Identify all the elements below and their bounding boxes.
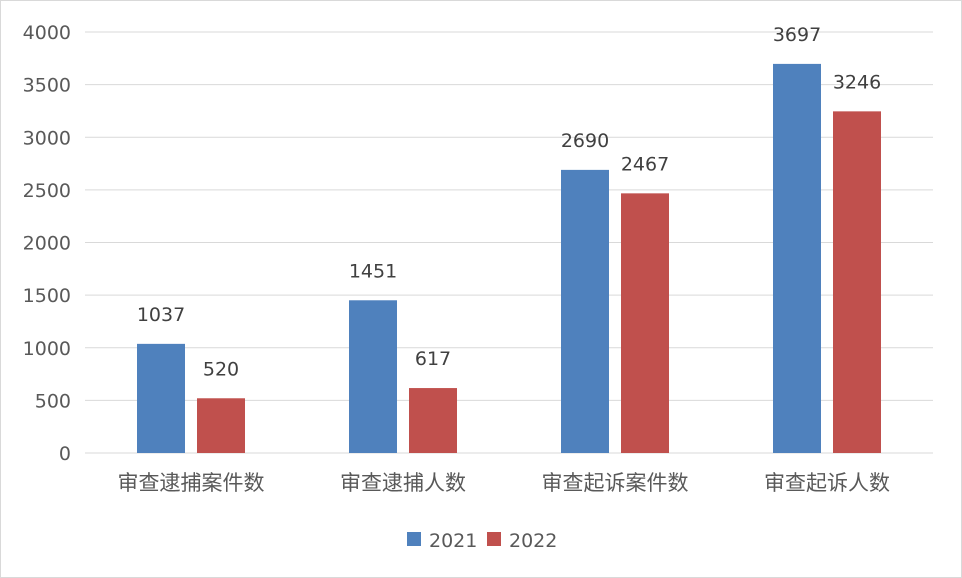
bar-2022-2 xyxy=(409,388,457,453)
y-tick-label: 500 xyxy=(35,390,71,412)
legend-label: 2021 xyxy=(429,530,477,552)
data-label: 3697 xyxy=(773,24,821,46)
data-labels: 1037 520 1451 617 2690 2467 3697 3246 xyxy=(137,24,881,380)
legend-swatch-2022 xyxy=(487,532,501,546)
legend-swatch-2021 xyxy=(407,532,421,546)
bar-2022-4 xyxy=(833,111,881,454)
y-tick-label: 1000 xyxy=(23,338,71,360)
legend: 2021 2022 xyxy=(407,530,557,552)
bar-2021-4 xyxy=(773,63,821,454)
bar-2022-3 xyxy=(621,193,669,453)
data-label: 2690 xyxy=(561,130,609,152)
data-label: 1451 xyxy=(349,260,397,282)
y-tick-label: 2000 xyxy=(23,233,71,255)
data-label: 1037 xyxy=(137,304,185,326)
x-category-label: 审查逮捕人数 xyxy=(340,471,466,495)
y-tick-label: 1500 xyxy=(23,285,71,307)
bar-2021-1 xyxy=(137,343,185,453)
legend-label: 2022 xyxy=(509,530,557,552)
y-axis-ticks: 0 500 1000 1500 2000 2500 3000 3500 4000 xyxy=(23,22,71,465)
data-label: 617 xyxy=(415,348,451,370)
x-category-label: 审查起诉人数 xyxy=(764,471,890,495)
data-label: 2467 xyxy=(621,153,669,175)
x-axis-categories: 审查逮捕案件数 审查逮捕人数 审查起诉案件数 审查起诉人数 xyxy=(118,471,891,495)
data-label: 520 xyxy=(203,358,239,380)
bar-2021-2 xyxy=(349,300,397,453)
bars xyxy=(137,63,881,454)
data-label: 3246 xyxy=(833,71,881,93)
y-tick-label: 2500 xyxy=(23,180,71,202)
y-tick-label: 3000 xyxy=(23,127,71,149)
bar-2021-3 xyxy=(561,169,609,453)
x-category-label: 审查起诉案件数 xyxy=(542,471,689,495)
y-tick-label: 0 xyxy=(59,443,71,465)
y-tick-label: 4000 xyxy=(23,22,71,44)
bar-2022-1 xyxy=(197,398,245,453)
y-tick-label: 3500 xyxy=(23,75,71,97)
x-category-label: 审查逮捕案件数 xyxy=(118,471,265,495)
